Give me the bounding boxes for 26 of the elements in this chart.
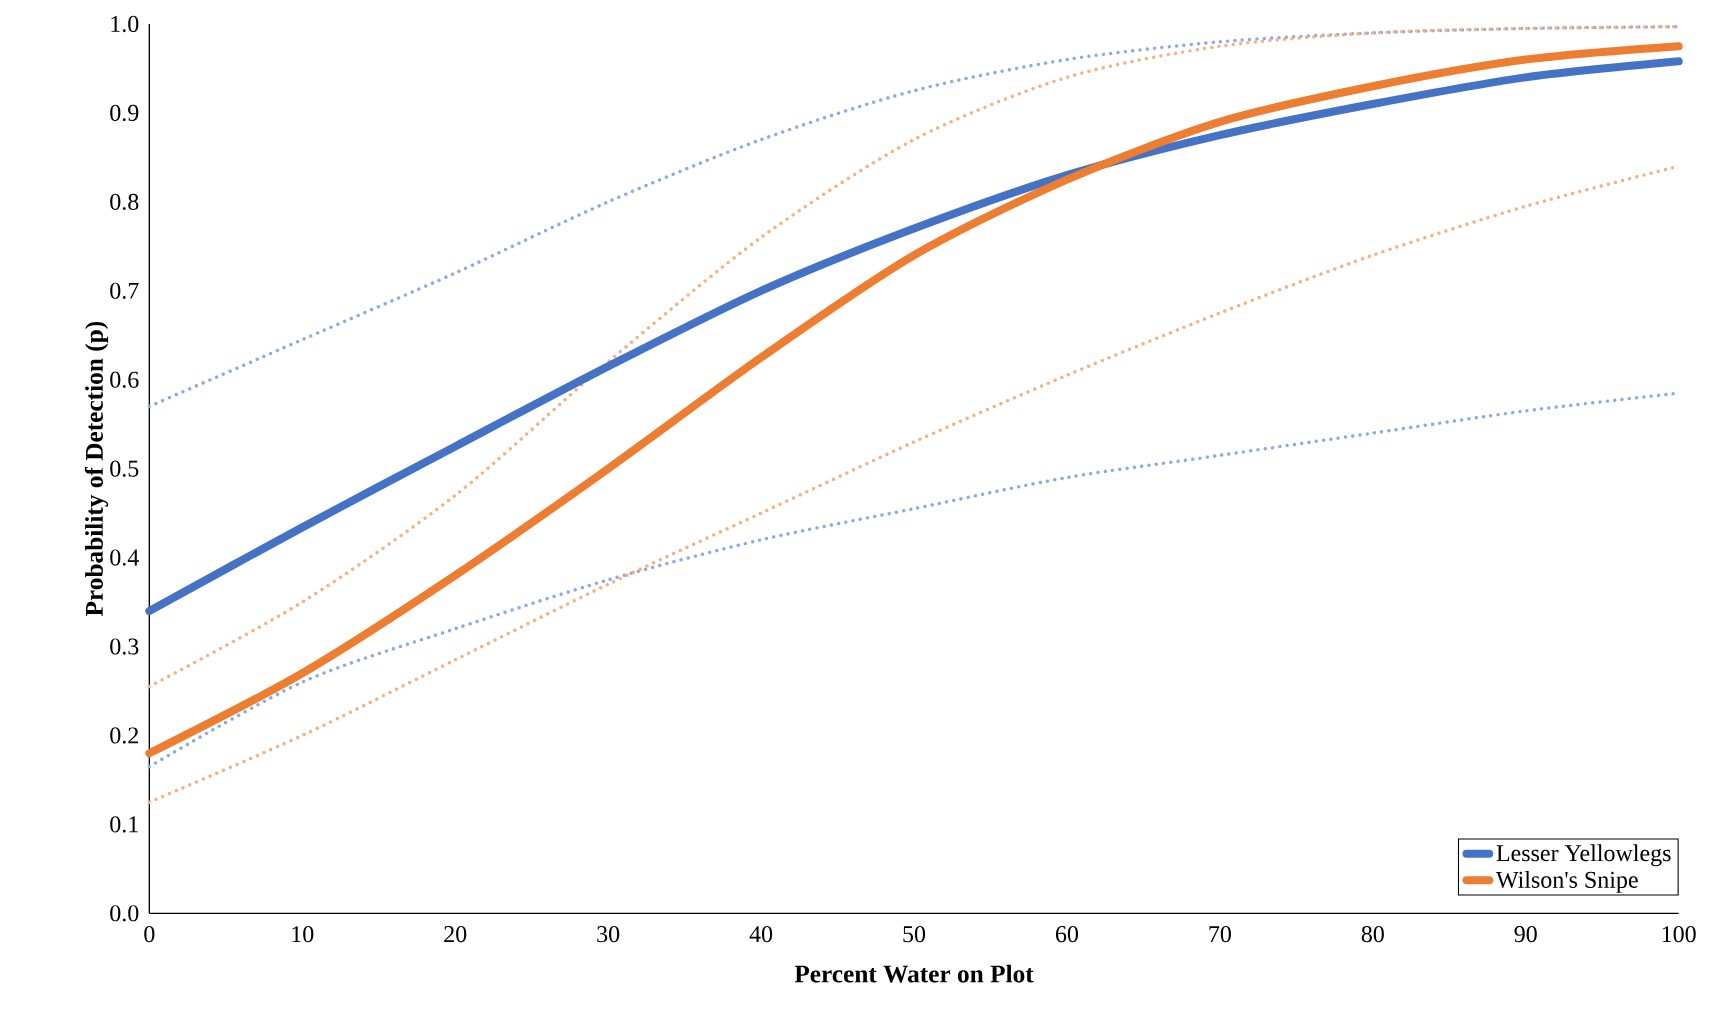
x-tick-label: 0 bbox=[144, 926, 155, 943]
y-tick-label: 0.4 bbox=[110, 549, 139, 566]
y-tick-label: 0.7 bbox=[110, 282, 139, 299]
x-tick-label: 20 bbox=[444, 926, 467, 943]
x-tick-label: 100 bbox=[1662, 926, 1696, 943]
y-tick-label: 0.3 bbox=[110, 638, 139, 655]
y-tick-label: 0.1 bbox=[110, 816, 138, 833]
x-tick-label: 30 bbox=[597, 926, 620, 943]
y-tick-label: 0.8 bbox=[110, 193, 139, 211]
x-tick-label: 90 bbox=[1514, 926, 1537, 943]
x-tick-label: 10 bbox=[292, 926, 314, 943]
x-tick-label: 50 bbox=[903, 926, 926, 943]
x-axis-title: Percent Water on Plot bbox=[794, 964, 1034, 983]
x-tick-label: 70 bbox=[1209, 926, 1231, 943]
x-tick-label: 80 bbox=[1361, 926, 1384, 943]
y-tick-label: 0.6 bbox=[110, 371, 139, 388]
y-axis-title: Probability of Detection (p) bbox=[84, 321, 109, 617]
legend-label: Wilson's Snipe bbox=[1495, 871, 1638, 893]
x-tick-label: 60 bbox=[1055, 926, 1079, 943]
y-tick-label: 0.5 bbox=[110, 460, 139, 477]
y-tick-label: 0.2 bbox=[110, 727, 138, 744]
x-tick-label: 40 bbox=[749, 926, 773, 943]
y-tick-label: 1.0 bbox=[111, 15, 139, 33]
y-tick-label: 0.9 bbox=[110, 104, 139, 122]
legend-label: Lesser Yellowlegs bbox=[1496, 844, 1671, 867]
y-tick-label: 0.0 bbox=[110, 905, 139, 922]
